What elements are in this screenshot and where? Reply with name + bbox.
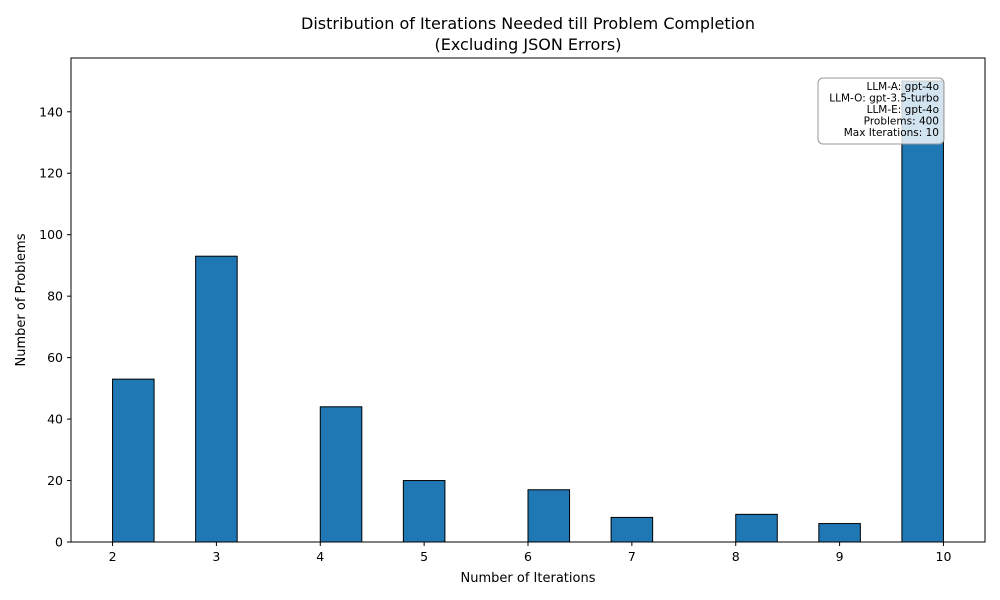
info-llm-o: LLM-O: gpt-3.5-turbo (829, 93, 939, 105)
bar-5 (610, 516, 654, 543)
x-axis-ticks: 2 3 4 5 6 7 8 9 10 (109, 542, 952, 564)
info-box-frame (817, 77, 945, 145)
chart-subtitle: (Excluding JSON Errors) (434, 35, 621, 54)
y-axis-label: Number of Problems (14, 233, 29, 366)
x-tick-label-2: 2 (109, 549, 117, 564)
x-tick-label-4: 4 (316, 549, 324, 564)
bar-8 (901, 80, 944, 543)
x-axis-label: Number of Iterations (461, 571, 596, 586)
bar-4 (527, 489, 571, 543)
y-tick-label-40: 40 (47, 412, 63, 427)
y-tick-label-0: 0 (55, 535, 63, 550)
info-llm-a: LLM-A: gpt-4o (866, 81, 939, 93)
bar-0 (112, 378, 155, 543)
bar-3 (402, 480, 446, 543)
info-llm-e: LLM-E: gpt-4o (867, 104, 939, 116)
chart-title: Distribution of Iterations Needed till P… (301, 14, 755, 33)
x-tick-label-7: 7 (628, 549, 636, 564)
x-tick-label-8: 8 (732, 549, 740, 564)
x-tick-label-9: 9 (836, 549, 844, 564)
info-problems: Problems: 400 (864, 116, 939, 128)
bar-6 (735, 513, 778, 543)
y-tick-label-100: 100 (39, 227, 63, 242)
y-tick-label-80: 80 (47, 289, 63, 304)
y-tick-label-60: 60 (47, 350, 63, 365)
y-axis-ticks: 0 20 40 60 80 100 120 140 (39, 104, 71, 550)
bars-group (112, 80, 944, 543)
bar-1 (195, 255, 238, 543)
bar-7 (818, 523, 861, 543)
x-tick-label-3: 3 (212, 549, 220, 564)
x-tick-label-6: 6 (524, 549, 532, 564)
info-box: LLM-A: gpt-4o LLM-O: gpt-3.5-turbo LLM-E… (817, 77, 945, 145)
y-tick-label-120: 120 (39, 166, 63, 181)
x-tick-label-10: 10 (936, 549, 952, 564)
bar-2 (319, 406, 363, 543)
plot-frame (70, 57, 986, 543)
y-tick-label-140: 140 (39, 104, 63, 119)
x-tick-label-5: 5 (420, 549, 428, 564)
info-max-iterations: Max Iterations: 10 (844, 127, 939, 139)
y-tick-label-20: 20 (47, 473, 63, 488)
